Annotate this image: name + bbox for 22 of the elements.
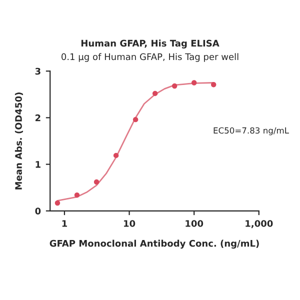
chart-subtitle: 0.1 μg of Human GFAP, His Tag per well <box>62 53 238 62</box>
point <box>152 90 158 96</box>
point <box>74 192 80 198</box>
chart-title: Human GFAP, His Tag ELISA <box>81 40 220 48</box>
annotation: EC50=7.83 ng/mL <box>214 127 289 136</box>
point <box>172 83 178 89</box>
point <box>211 82 216 88</box>
point <box>132 116 138 122</box>
x-tick-label: 10 <box>124 220 136 227</box>
x-tick-label: 1,000 <box>246 220 273 228</box>
point <box>54 200 60 206</box>
point <box>94 179 100 185</box>
y-tick-label: 1 <box>36 161 40 168</box>
x-tick-label: 100 <box>186 220 204 227</box>
y-tick-label: 2 <box>36 114 40 122</box>
x-tick-label: 1 <box>62 220 67 227</box>
y-axis-title: Mean Abs. (OD450) <box>14 92 23 190</box>
point <box>113 152 119 158</box>
y-tick-label: 0 <box>35 208 41 214</box>
x-axis-title: GFAP Monoclonal Antibody Conc. (ng/mL) <box>50 240 259 249</box>
point <box>191 80 197 86</box>
y-tick-label: 3 <box>35 68 40 75</box>
